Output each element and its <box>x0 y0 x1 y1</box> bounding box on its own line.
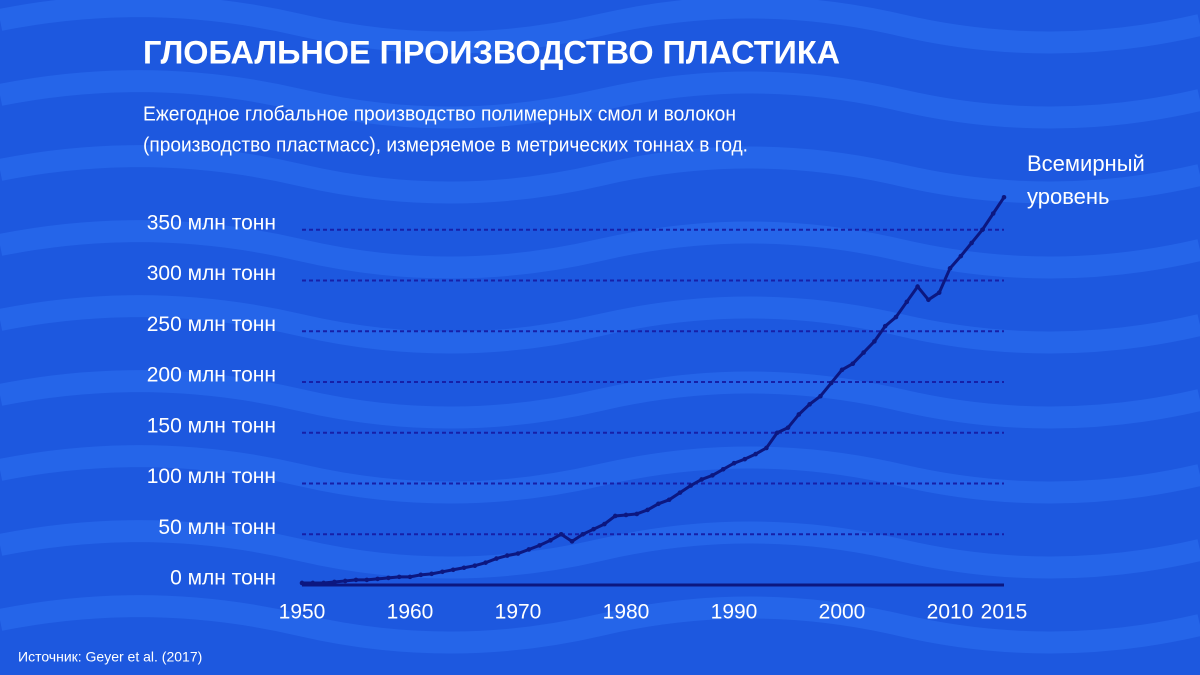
y-tick-label: 200 млн тонн <box>147 364 276 387</box>
data-point <box>785 425 791 430</box>
data-point <box>440 569 445 575</box>
data-point <box>796 412 802 417</box>
data-point <box>623 512 629 518</box>
data-point <box>418 572 424 578</box>
data-point <box>375 576 380 582</box>
y-tick-label: 350 млн тонн <box>147 211 276 234</box>
data-point <box>764 445 769 451</box>
data-point <box>699 477 704 482</box>
y-tick-label: 300 млн тонн <box>147 262 276 285</box>
data-point <box>364 577 370 583</box>
data-point <box>558 531 564 537</box>
data-point <box>429 571 434 577</box>
data-point <box>515 551 521 556</box>
data-point <box>342 578 348 584</box>
x-tick-label: 1970 <box>495 601 542 624</box>
data-point <box>710 473 715 478</box>
x-tick-label: 1960 <box>387 601 434 624</box>
background-waves <box>0 0 1200 654</box>
subtitle: Ежегодное глобальное производство полиме… <box>143 103 736 125</box>
data-point <box>526 547 532 552</box>
x-tick-label: 1950 <box>279 601 326 624</box>
data-point <box>807 402 812 407</box>
data-point <box>742 456 748 462</box>
data-point <box>483 560 488 565</box>
y-tick-label: 150 млн тонн <box>147 414 276 437</box>
data-point <box>1001 194 1007 200</box>
data-point <box>936 290 942 295</box>
data-point <box>494 556 499 561</box>
data-point <box>666 497 672 503</box>
data-point <box>407 574 413 580</box>
data-point <box>537 543 542 548</box>
data-point <box>990 211 996 216</box>
data-point <box>504 553 510 558</box>
data-point <box>904 299 910 305</box>
data-point <box>720 466 726 472</box>
data-point <box>753 451 758 457</box>
x-tick-label: 1990 <box>711 601 758 624</box>
data-point <box>634 511 640 517</box>
data-point <box>872 339 877 344</box>
data-point <box>915 284 920 289</box>
data-point <box>299 580 305 586</box>
x-tick-label: 1980 <box>603 601 650 624</box>
data-point <box>893 314 899 320</box>
data-point <box>461 565 467 571</box>
data-point <box>861 350 866 355</box>
data-point <box>396 574 402 580</box>
subtitle: (производство пластмасс), измеряемое в м… <box>143 134 748 156</box>
data-point <box>688 483 694 488</box>
data-point <box>818 393 823 399</box>
x-tick-label: 2015 <box>981 601 1028 624</box>
data-point <box>980 227 985 233</box>
data-point <box>774 430 780 436</box>
data-point <box>310 580 316 586</box>
data-point <box>612 513 618 519</box>
data-point <box>580 531 586 537</box>
y-tick-label: 50 млн тонн <box>158 516 276 539</box>
data-point <box>602 521 607 527</box>
data-point <box>569 539 575 544</box>
source: Источник: Geyer et al. (2017) <box>18 649 202 665</box>
chart-title: ГЛОБАЛЬНОЕ ПРОИЗВОДСТВО ПЛАСТИКА <box>143 34 840 70</box>
data-point <box>353 577 359 583</box>
data-point <box>386 575 391 581</box>
data-point <box>645 507 650 513</box>
data-point <box>731 460 737 466</box>
data-point <box>882 323 888 329</box>
data-point <box>591 526 596 532</box>
y-tick-label: 0 млн тонн <box>170 567 276 590</box>
data-point <box>472 563 478 569</box>
data-point <box>677 490 683 495</box>
data-point <box>926 297 931 303</box>
data-point <box>656 501 661 507</box>
data-point <box>548 538 553 543</box>
data-point <box>332 579 337 585</box>
data-point <box>969 240 974 246</box>
annotation: уровень <box>1027 184 1110 209</box>
annotation: Всемирный <box>1027 151 1145 176</box>
x-tick-label: 2000 <box>819 601 866 624</box>
y-tick-label: 250 млн тонн <box>147 313 276 336</box>
data-point <box>828 380 834 386</box>
data-point <box>850 361 856 367</box>
data-point <box>947 266 953 271</box>
y-tick-label: 100 млн тонн <box>147 465 276 488</box>
data-point <box>450 567 456 573</box>
data-point <box>958 253 964 259</box>
x-tick-label: 2010 <box>927 601 974 624</box>
data-point <box>839 367 845 373</box>
data-point <box>321 580 326 586</box>
